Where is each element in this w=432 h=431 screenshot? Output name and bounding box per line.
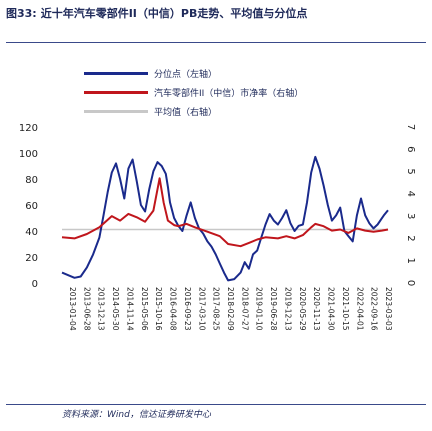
chart-legend: 分位点（左轴） 汽车零部件II（中信）市净率（右轴） 平均值（右轴） (84, 64, 303, 121)
right-axis-tick-label: 3 (405, 213, 416, 219)
figure-number: 图33: (6, 7, 37, 20)
figure-title: 图33: 近十年汽车零部件II（中信）PB走势、平均值与分位点 (6, 6, 426, 22)
x-axis-tick-label: 2020-05-29 (298, 287, 307, 331)
left-axis-tick-label: 60 (25, 201, 38, 212)
left-axis-tick-label: 40 (25, 227, 38, 238)
legend-item-average: 平均值（右轴） (84, 102, 303, 121)
x-axis-tick-label: 2014-11-14 (125, 287, 134, 331)
x-axis-tick-label: 2017-03-10 (197, 287, 206, 331)
x-axis-tick-label: 2022-04-01 (355, 287, 364, 331)
title-divider (6, 42, 426, 43)
x-axis-tick-label: 2022-09-16 (370, 287, 379, 331)
percentile-series-line (61, 155, 389, 282)
right-axis-tick-label: 2 (405, 235, 416, 241)
right-axis-tick-label: 1 (405, 258, 416, 264)
x-axis-tick-label: 2019-06-28 (269, 287, 278, 331)
source-divider (6, 404, 426, 405)
x-axis-tick-label: 2021-10-15 (341, 287, 350, 331)
legend-label-percentile: 分位点（左轴） (154, 70, 218, 80)
left-axis-tick-label: 100 (19, 149, 38, 160)
legend-swatch-blue (84, 72, 148, 75)
x-axis-tick-label: 2018-02-09 (226, 287, 235, 331)
left-axis-tick-label: 80 (25, 175, 38, 186)
left-axis-tick-label: 120 (19, 123, 38, 134)
right-axis-tick-label: 5 (405, 168, 416, 174)
right-axis-tick-label: 0 (405, 280, 416, 286)
x-axis-tick-label: 2018-07-27 (240, 287, 249, 331)
legend-label-pb: 汽车零部件II（中信）市净率（右轴） (154, 89, 304, 99)
x-axis-tick-label: 2013-12-13 (97, 287, 106, 331)
x-axis-tick-label: 2015-10-16 (154, 287, 163, 331)
legend-item-pb: 汽车零部件II（中信）市净率（右轴） (84, 83, 303, 102)
source-note: 资料来源：Wind，信达证券研发中心 (62, 410, 211, 420)
left-axis-tick-label: 0 (32, 279, 38, 290)
figure-title-text: 近十年汽车零部件II（中信）PB走势、平均值与分位点 (40, 7, 308, 20)
x-axis-tick-label: 2021-04-30 (327, 287, 336, 331)
x-axis-tick-label: 2013-01-04 (68, 287, 77, 331)
legend-item-percentile: 分位点（左轴） (84, 64, 303, 83)
x-axis-tick-label: 2016-04-08 (169, 287, 178, 331)
right-axis-tick-label: 6 (405, 146, 416, 152)
pb-series-line (61, 177, 389, 248)
x-axis-tick-label: 2014-05-30 (111, 287, 120, 331)
right-axis-tick-label: 4 (405, 191, 416, 197)
x-axis-tick-label: 2013-06-28 (82, 287, 91, 331)
x-axis-tick-label: 2019-12-13 (283, 287, 292, 331)
right-axis-tick-label: 7 (405, 124, 416, 130)
legend-swatch-red (84, 91, 148, 94)
x-axis-tick-label: 2017-08-25 (212, 287, 221, 331)
legend-swatch-grey (84, 110, 148, 113)
x-axis-tick-label: 2020-11-13 (312, 287, 321, 331)
x-axis-tick-label: 2015-05-06 (140, 287, 149, 331)
x-axis-tick-label: 2019-01-10 (255, 287, 264, 331)
x-axis-tick-label: 2023-03-03 (384, 287, 393, 331)
x-axis-tick-label: 2016-09-23 (183, 287, 192, 331)
legend-label-average: 平均值（右轴） (154, 108, 218, 118)
left-axis-tick-label: 20 (25, 253, 38, 264)
